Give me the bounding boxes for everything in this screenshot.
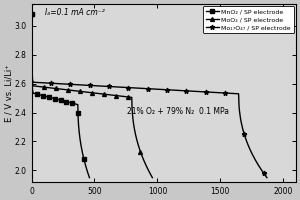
MoO₂ / SP electrode — [129, 96, 132, 98]
MnO₂ / SP electrode — [88, 176, 91, 179]
MoO₂ / SP electrode — [87, 91, 91, 94]
MoO₂ / SP electrode — [88, 91, 92, 94]
Line: MoO₂ / SP electrode: MoO₂ / SP electrode — [30, 12, 154, 180]
Y-axis label: E / V vs. Li/Li⁺: E / V vs. Li/Li⁺ — [4, 64, 13, 122]
Mo₁₇O₄₇ / SP electrode — [265, 176, 269, 179]
MnO₂ / SP electrode — [64, 100, 68, 103]
Mo₁₇O₄₇ / SP electrode — [157, 88, 161, 91]
Mo₁₇O₄₇ / SP electrode — [30, 13, 33, 15]
Mo₁₇O₄₇ / SP electrode — [142, 87, 145, 90]
Line: Mo₁₇O₄₇ / SP electrode: Mo₁₇O₄₇ / SP electrode — [29, 12, 269, 180]
MnO₂ / SP electrode — [58, 99, 61, 101]
Mo₁₇O₄₇ / SP electrode — [143, 87, 146, 90]
MoO₂ / SP electrode — [30, 13, 33, 15]
MoO₂ / SP electrode — [151, 176, 154, 179]
Legend: MnO₂ / SP electrode, MoO₂ / SP electrode, Mo₁₇O₄₇ / SP electrode: MnO₂ / SP electrode, MoO₂ / SP electrode… — [203, 6, 294, 33]
Text: Iₐ=0.1 mA cm⁻²: Iₐ=0.1 mA cm⁻² — [45, 8, 104, 17]
MnO₂ / SP electrode — [77, 129, 81, 132]
MnO₂ / SP electrode — [61, 100, 65, 102]
Text: 21% O₂ + 79% N₂  0.1 MPa: 21% O₂ + 79% N₂ 0.1 MPa — [127, 107, 229, 116]
Mo₁₇O₄₇ / SP electrode — [260, 168, 263, 171]
Mo₁₇O₄₇ / SP electrode — [223, 92, 226, 94]
Line: MnO₂ / SP electrode: MnO₂ / SP electrode — [30, 12, 92, 180]
MnO₂ / SP electrode — [57, 99, 61, 101]
MnO₂ / SP electrode — [30, 13, 33, 15]
MoO₂ / SP electrode — [95, 92, 99, 95]
MnO₂ / SP electrode — [86, 172, 90, 175]
Mo₁₇O₄₇ / SP electrode — [170, 89, 173, 91]
MoO₂ / SP electrode — [102, 93, 105, 95]
MoO₂ / SP electrode — [148, 171, 151, 174]
